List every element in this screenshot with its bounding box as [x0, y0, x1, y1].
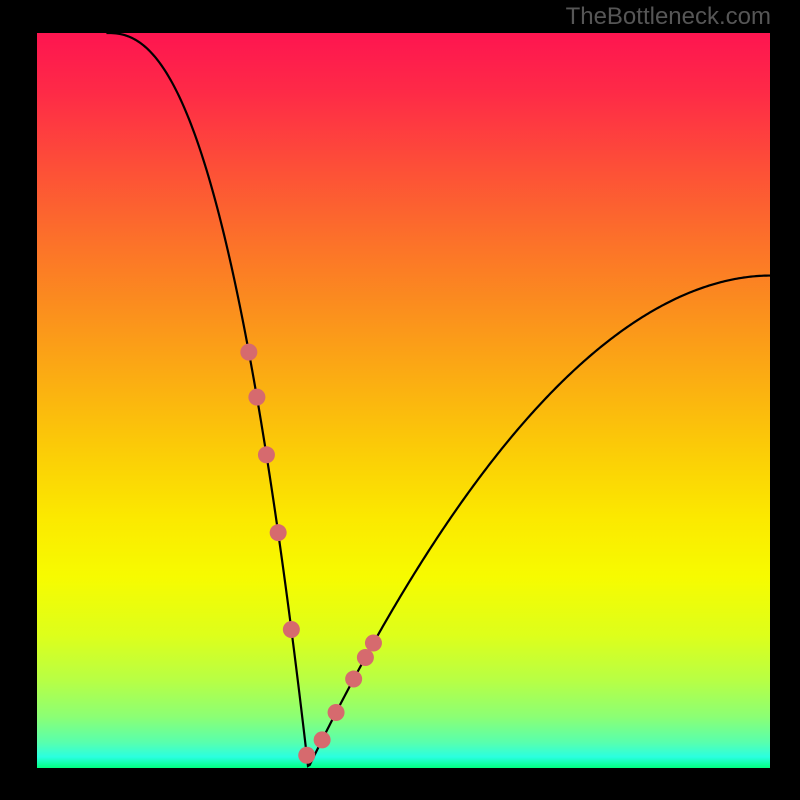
curve-marker [298, 747, 315, 764]
curve-marker [345, 671, 362, 688]
gradient-background [37, 33, 770, 768]
watermark-text: TheBottleneck.com [566, 3, 771, 31]
plot-area [37, 33, 770, 768]
curve-marker [314, 731, 331, 748]
chart-container: TheBottleneck.com [0, 0, 800, 800]
curve-marker [270, 524, 287, 541]
curve-marker [357, 649, 374, 666]
curve-marker [328, 704, 345, 721]
curve-marker [248, 389, 265, 406]
curve-marker [240, 344, 257, 361]
curve-marker [258, 446, 275, 463]
curve-marker [365, 634, 382, 651]
curve-marker [283, 621, 300, 638]
